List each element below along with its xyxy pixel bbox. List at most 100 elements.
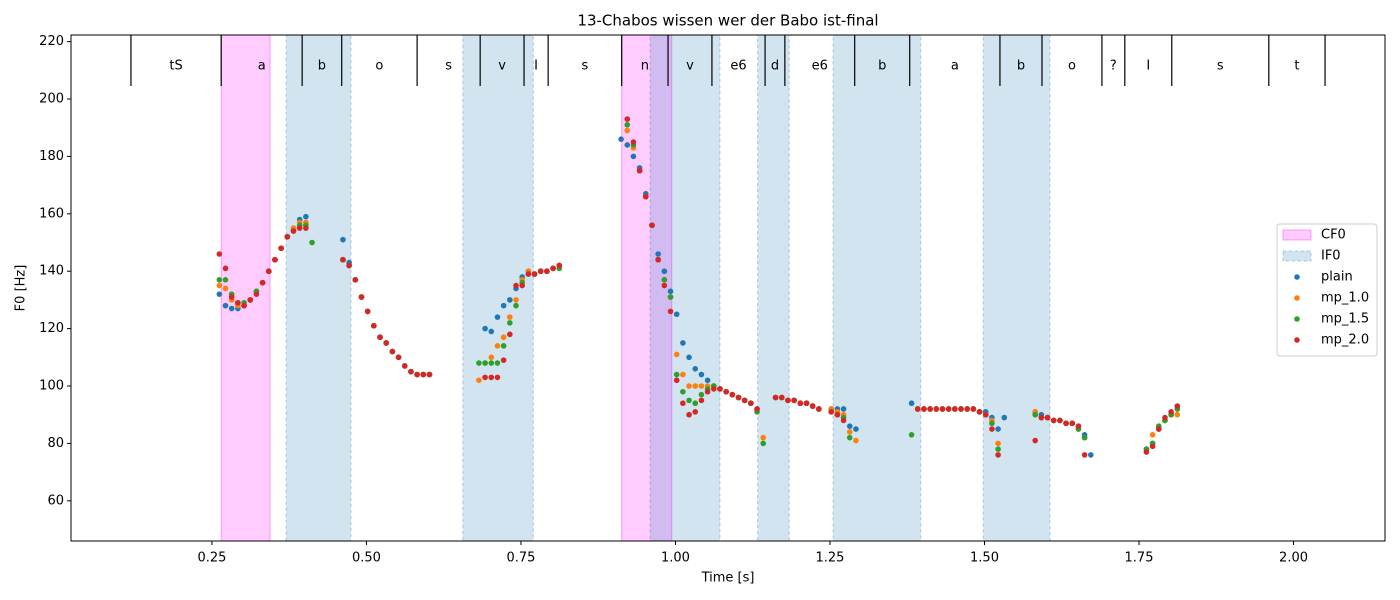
legend-label: plain: [1321, 270, 1353, 285]
data-point: [1168, 409, 1174, 415]
data-point: [976, 409, 983, 415]
data-point: [908, 432, 915, 438]
region: [285, 34, 352, 542]
data-point: [1149, 432, 1156, 438]
data-point: [680, 371, 686, 378]
data-point: [989, 426, 995, 432]
data-point: [735, 394, 742, 401]
data-point: [507, 314, 513, 320]
data-point: [927, 406, 933, 412]
data-point: [531, 271, 538, 277]
data-point: [550, 265, 556, 272]
data-point: [964, 406, 970, 412]
data-point: [272, 256, 278, 263]
data-point: [488, 328, 495, 335]
data-point: [667, 308, 674, 315]
data-point: [420, 371, 427, 378]
data-point: [1155, 426, 1162, 432]
data-point: [952, 406, 958, 412]
segment-label: s: [1217, 59, 1224, 74]
region: [982, 34, 1051, 542]
data-point: [340, 256, 346, 263]
data-point: [828, 409, 835, 415]
data-point: [1174, 403, 1181, 409]
data-point: [408, 368, 414, 375]
data-point: [278, 245, 284, 252]
data-point: [228, 294, 235, 300]
data-point: [723, 388, 729, 395]
data-point: [364, 308, 371, 315]
data-point: [494, 360, 501, 366]
data-point: [642, 193, 649, 200]
data-point: [655, 256, 661, 263]
data-point: [692, 400, 699, 407]
chart-title: 13-Chabos wissen wer der Babo ist-final: [577, 12, 878, 30]
legend-label: IF0: [1321, 249, 1341, 264]
region: [757, 34, 790, 542]
data-point: [698, 371, 705, 378]
data-point: [661, 282, 668, 289]
data-point: [488, 354, 495, 361]
x-tick-label: 0.75: [506, 551, 535, 566]
data-point: [482, 374, 488, 381]
segment-label: v: [498, 59, 506, 74]
data-point: [673, 371, 680, 378]
data-point: [235, 299, 241, 306]
data-point: [507, 331, 513, 338]
data-point: [1044, 414, 1051, 421]
data-point: [525, 271, 532, 277]
data-point: [655, 251, 661, 257]
data-point: [259, 279, 266, 286]
segment-label: ?: [1110, 59, 1117, 74]
segment-label: t: [1294, 59, 1299, 74]
data-point: [500, 302, 507, 309]
legend-marker: [1294, 337, 1300, 343]
data-point: [995, 452, 1001, 458]
data-point: [216, 251, 223, 257]
data-point: [247, 297, 254, 303]
x-tick-label: 1.75: [1125, 551, 1154, 566]
data-point: [754, 406, 760, 412]
data-point: [921, 406, 927, 412]
y-axis-label: F0 [Hz]: [14, 265, 29, 312]
data-point: [939, 406, 946, 412]
data-point: [834, 411, 841, 418]
data-point: [680, 388, 686, 395]
data-point: [1143, 449, 1150, 455]
region: [649, 34, 721, 542]
data-point: [982, 411, 989, 418]
data-point: [1075, 423, 1082, 429]
data-point: [686, 383, 692, 389]
data-point: [698, 391, 705, 398]
data-point: [636, 167, 643, 174]
data-point: [241, 302, 247, 309]
data-point: [1162, 414, 1168, 421]
data-point: [704, 377, 711, 384]
legend-label: mp_1.5: [1321, 312, 1369, 327]
data-point: [995, 426, 1001, 432]
segment-label: e6: [812, 59, 828, 74]
data-point: [816, 406, 822, 412]
data-point: [717, 386, 723, 392]
data-point: [846, 423, 853, 429]
legend-marker: [1294, 316, 1300, 322]
data-point: [1032, 437, 1038, 444]
data-point: [667, 288, 674, 295]
data-point: [760, 440, 767, 447]
segment-label: b: [318, 59, 326, 74]
data-point: [507, 297, 513, 303]
plot-frame: [70, 34, 1386, 542]
data-point: [340, 236, 346, 243]
segment-label: a: [258, 59, 266, 74]
data-point: [698, 397, 705, 404]
data-point: [661, 277, 668, 283]
x-tick-label: 2.00: [1279, 551, 1308, 566]
data-point: [1001, 414, 1008, 421]
data-point: [797, 400, 804, 407]
data-point: [741, 397, 748, 404]
data-point: [908, 400, 915, 407]
data-point: [284, 233, 291, 240]
legend-label: CF0: [1321, 228, 1346, 243]
data-point: [507, 320, 513, 326]
data-point: [778, 394, 785, 401]
